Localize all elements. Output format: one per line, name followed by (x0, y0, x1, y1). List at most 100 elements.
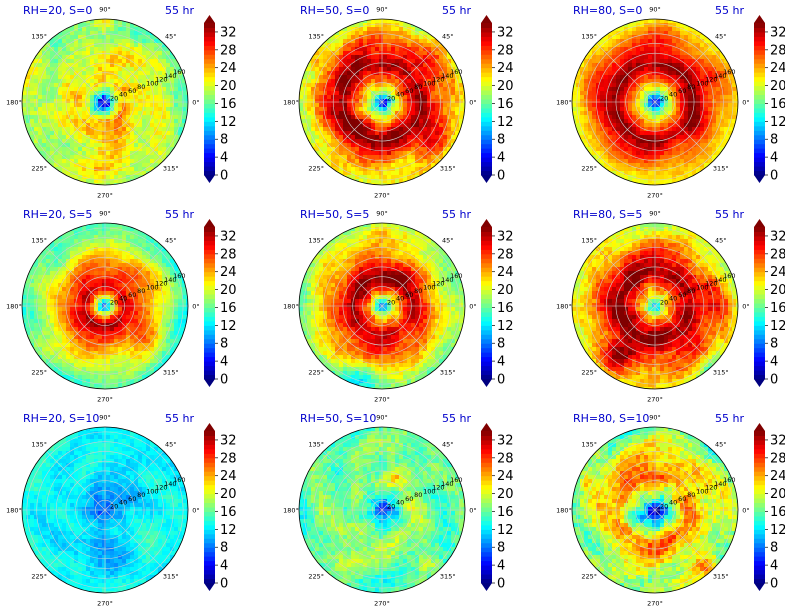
colorbar-extend-top (481, 423, 492, 431)
colorbar: 0 4 8 12 16 20 24 28 32 (204, 15, 237, 184)
colorbar: 0 4 8 12 16 20 24 28 32 (204, 219, 237, 388)
angular-gridline (596, 509, 656, 569)
radial-tick-label: 160 (450, 68, 462, 76)
colorbar-tick-label: 32 (770, 25, 785, 40)
colorbar-tick-label: 32 (770, 433, 785, 448)
radial-tick-label: 80 (687, 491, 695, 499)
angular-gridline (381, 451, 441, 511)
radial-tick-label: 100 (696, 487, 708, 495)
panel-title: RH=20, S=0 (23, 4, 92, 17)
panel-time-label: 55 hr (715, 412, 744, 425)
angular-gridline (654, 43, 714, 103)
angle-tick-label: 135° (31, 237, 47, 245)
colorbar-tick-label: 12 (497, 319, 514, 334)
colorbar-tick-label: 20 (220, 487, 237, 502)
angle-tick-label: 90° (649, 6, 661, 14)
angle-tick-label: 180° (6, 303, 22, 311)
radial-tick-label: 100 (696, 79, 708, 87)
colorbar-tick-label: 4 (220, 355, 228, 370)
radial-tick-label: 40 (669, 91, 677, 99)
angular-gridline (596, 305, 656, 365)
radial-tick-label: 120 (155, 76, 167, 84)
radial-tick-label: 60 (678, 291, 686, 299)
radial-tick-label: 40 (396, 91, 404, 99)
polar-panel: 20 40 60 80 10012014016090°45°0°315°270°225°… (6, 208, 236, 404)
radial-tick-label: 20 (387, 298, 395, 306)
colorbar-tick-label: 8 (770, 133, 778, 148)
colorbar-extend-bottom (481, 379, 492, 387)
colorbar-tick-label: 28 (497, 451, 514, 466)
colorbar-tick-label: 12 (497, 115, 514, 130)
angular-gridline (381, 43, 441, 103)
colorbar-extend-top (204, 219, 215, 227)
angle-tick-label: 45° (442, 237, 454, 245)
angle-tick-label: 90° (376, 210, 388, 218)
polar-frame (21, 18, 189, 186)
colorbar-tick-label: 0 (220, 169, 228, 184)
polar-panel: 20 40 60 80 10012014016090°45°0°315°270°225°… (283, 412, 513, 608)
colorbar-tick-label: 32 (220, 433, 237, 448)
polar-panel: 20 40 60 80 10012014016090°45°0°315°270°225°… (6, 4, 236, 200)
panel-time-label: 55 hr (715, 4, 744, 17)
colorbar: 0 4 8 12 16 20 24 28 32 (754, 15, 785, 184)
radial-tick-label: 60 (405, 87, 413, 95)
radial-tick-label: 140 (164, 276, 176, 284)
radial-tick-label: 160 (450, 476, 462, 484)
radial-tick-label: 160 (173, 476, 185, 484)
colorbar-extend-top (754, 219, 765, 227)
radial-tick-label: 40 (396, 295, 404, 303)
polar-frame (571, 18, 739, 186)
angle-tick-label: 45° (715, 237, 727, 245)
colorbar-tick-label: 20 (770, 487, 785, 502)
colorbar-tick-label: 4 (497, 151, 505, 166)
angle-tick-label: 315° (713, 164, 729, 172)
angular-gridline (654, 305, 714, 365)
angle-tick-label: 45° (442, 441, 454, 449)
colorbar-extend-top (481, 219, 492, 227)
angle-tick-label: 225° (308, 572, 324, 580)
colorbar-tick-label: 12 (770, 319, 785, 334)
radial-tick-label: 20 (387, 502, 395, 510)
angular-gridline (46, 509, 106, 569)
angle-tick-label: 45° (442, 33, 454, 41)
colorbar: 0 4 8 12 16 20 24 28 32 (754, 423, 785, 592)
radial-tick-label: 140 (714, 276, 726, 284)
radial-tick-label: 160 (723, 68, 735, 76)
radial-tick-label: 20 (110, 94, 118, 102)
radial-tick-label: 120 (155, 484, 167, 492)
colorbar-tick-label: 32 (770, 229, 785, 244)
radial-tick-label: 120 (432, 280, 444, 288)
radial-tick-label: 60 (405, 495, 413, 503)
radial-tick-label: 100 (696, 283, 708, 291)
colorbar: 0 4 8 12 16 20 24 28 32 (481, 423, 514, 592)
angle-tick-label: 225° (31, 164, 47, 172)
radial-tick-label: 80 (414, 491, 422, 499)
angle-tick-label: 90° (376, 6, 388, 14)
colorbar-tick-label: 4 (220, 559, 228, 574)
angle-tick-label: 180° (6, 99, 22, 107)
angular-gridline (596, 43, 656, 103)
colorbar-tick-label: 24 (497, 61, 514, 76)
angular-gridline (381, 247, 441, 307)
polar-panel: 20 40 60 80 10012014016090°45°0°315°270°225°… (283, 208, 513, 404)
panel-time-label: 55 hr (165, 4, 194, 17)
polar-panel: 20 40 60 80 10012014016090°45°0°315°270°225°… (283, 4, 513, 200)
angular-gridline (323, 101, 383, 161)
radial-tick-label: 60 (678, 87, 686, 95)
angle-tick-label: 180° (556, 303, 572, 311)
colorbar-tick-label: 0 (770, 373, 778, 388)
radial-tick-label: 120 (705, 484, 717, 492)
angle-tick-label: 180° (283, 99, 299, 107)
angle-tick-label: 225° (581, 164, 597, 172)
radial-tick-label: 80 (137, 287, 145, 295)
colorbar-tick-label: 16 (770, 301, 785, 316)
angle-tick-label: 270° (647, 192, 663, 200)
polar-frame (298, 426, 466, 594)
angular-gridline (104, 101, 164, 161)
panel-time-label: 55 hr (715, 208, 744, 221)
angle-tick-label: 225° (31, 572, 47, 580)
radial-tick-label: 140 (441, 276, 453, 284)
colorbar: 0 4 8 12 16 20 24 28 32 (481, 15, 514, 184)
angular-gridline (323, 247, 383, 307)
angular-gridline (654, 451, 714, 511)
